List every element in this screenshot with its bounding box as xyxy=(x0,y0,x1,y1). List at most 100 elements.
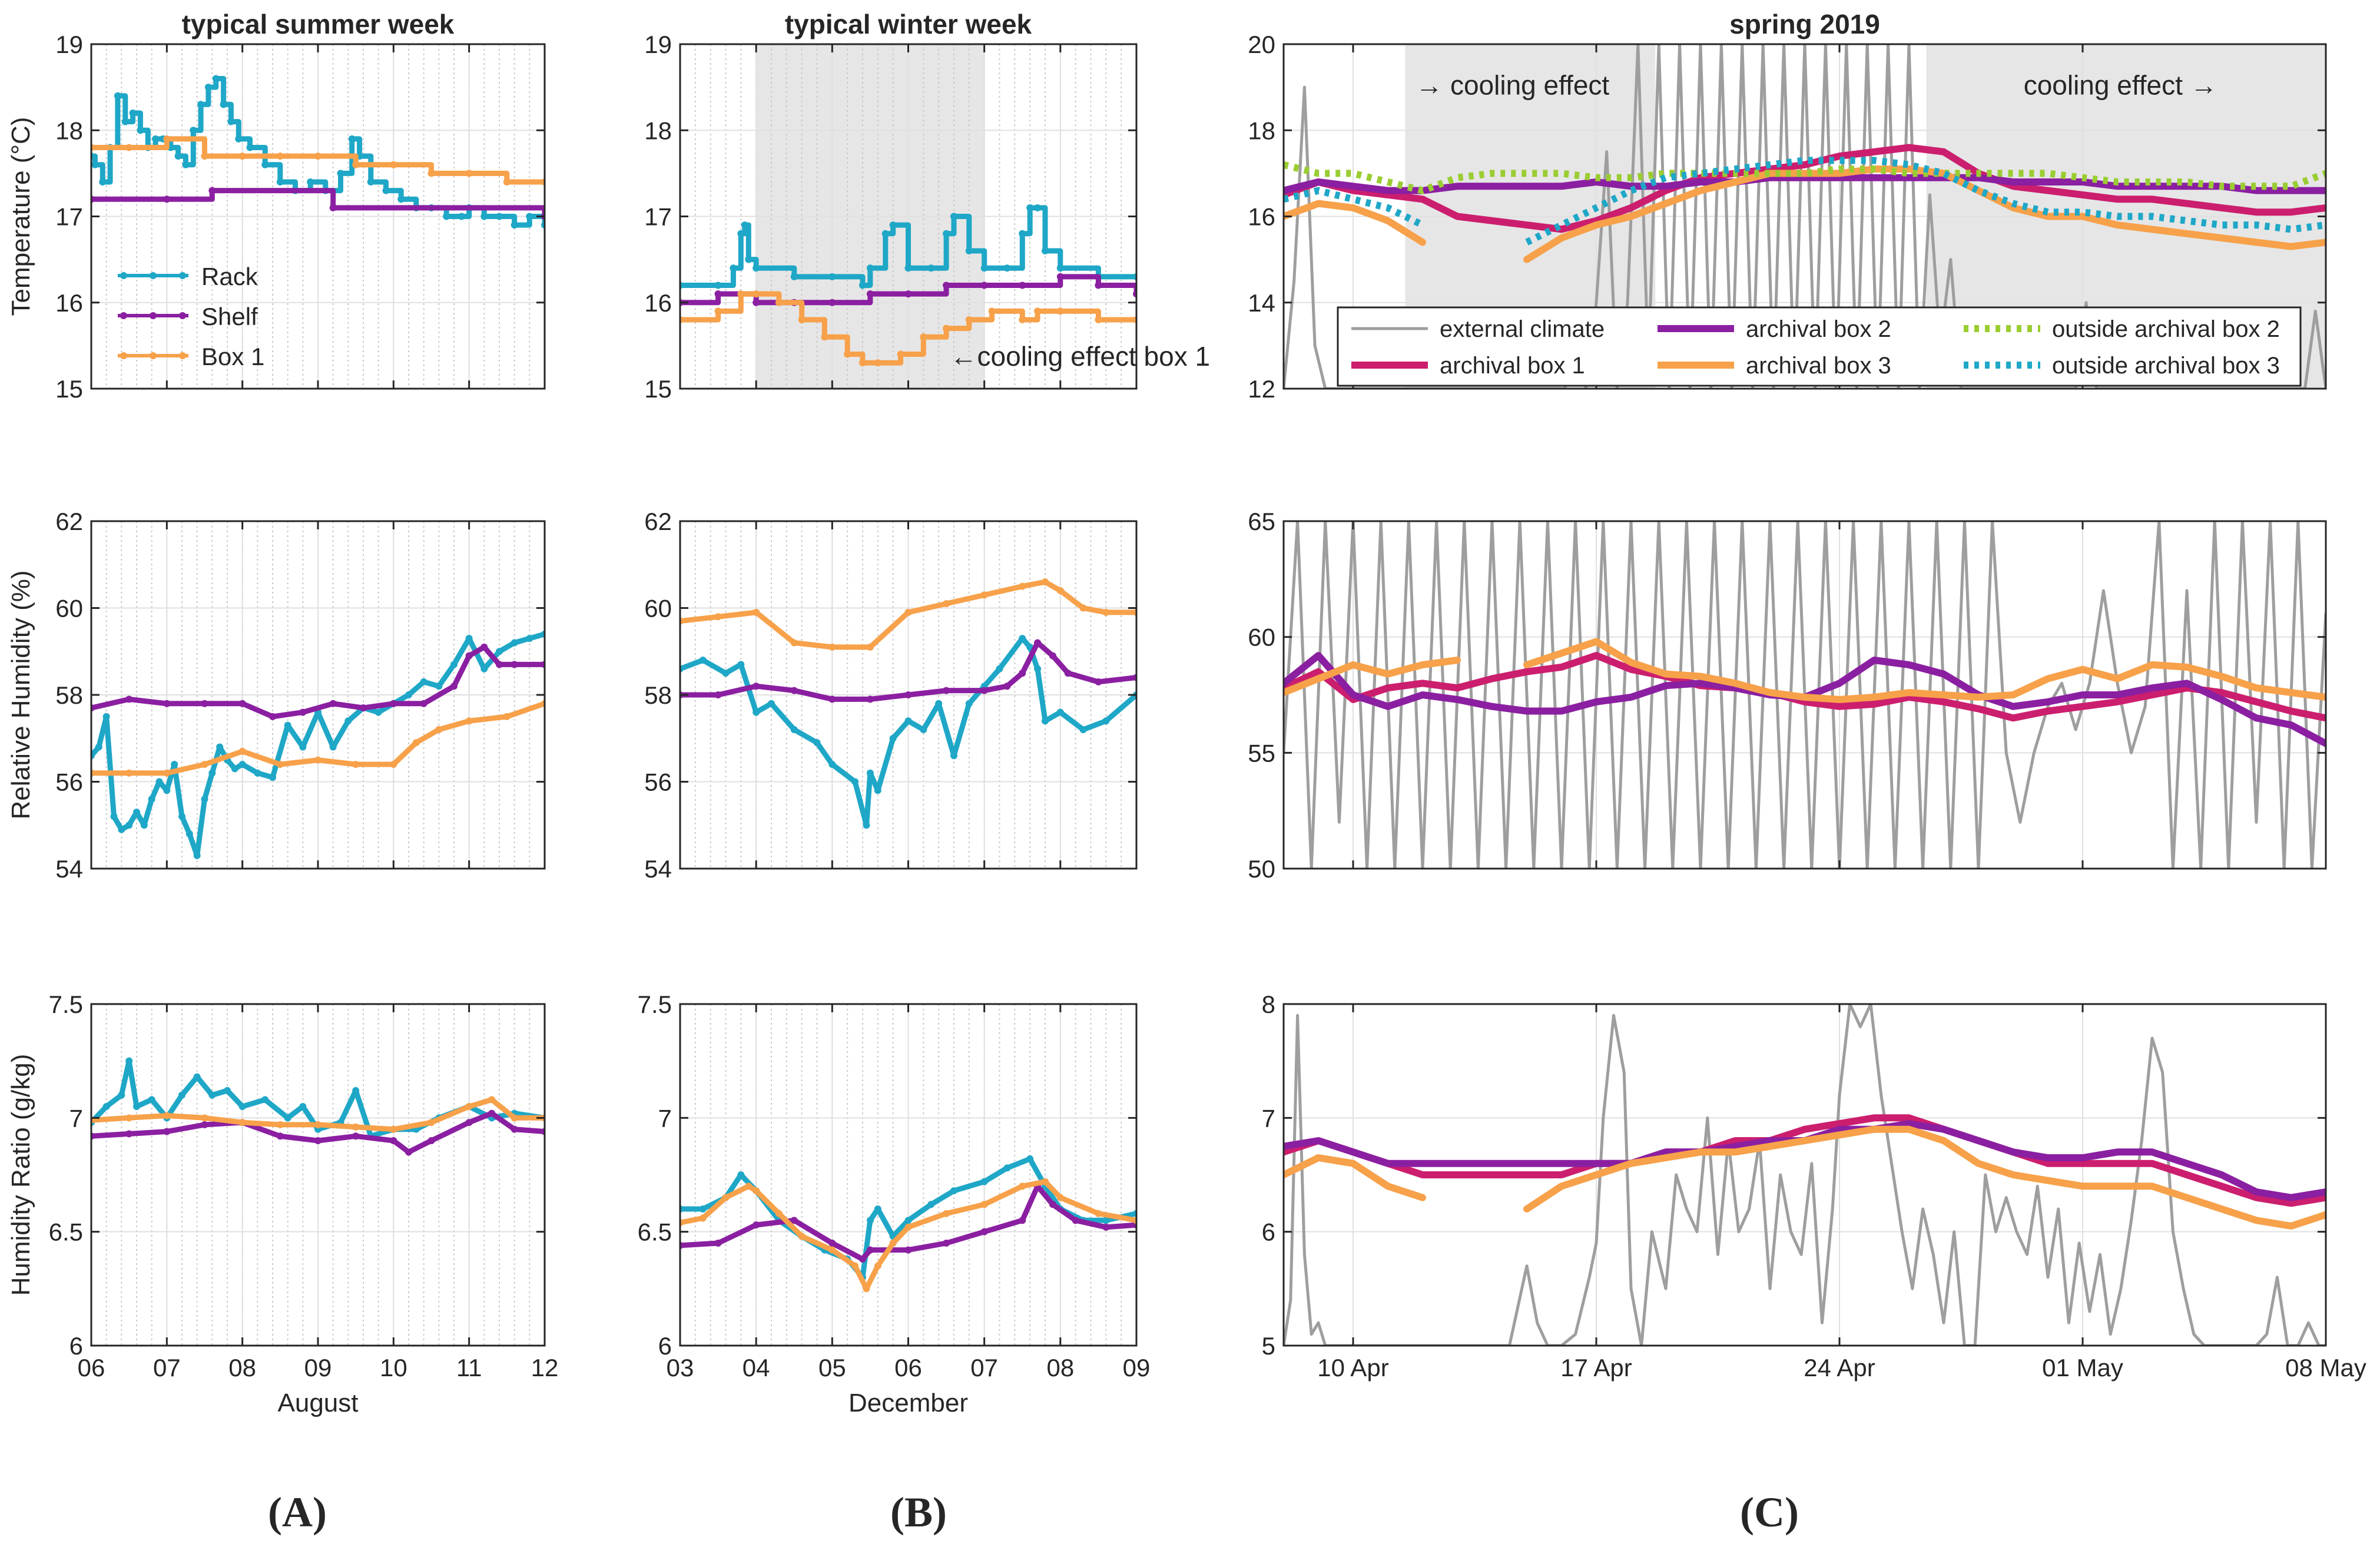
y-tick-label: 65 xyxy=(1248,508,1275,535)
data-point xyxy=(488,1096,496,1104)
data-point xyxy=(775,299,783,306)
data-point xyxy=(496,648,503,655)
data-point xyxy=(904,264,912,272)
data-point xyxy=(95,743,102,751)
data-point xyxy=(204,84,212,91)
data-point xyxy=(950,1187,957,1195)
data-point xyxy=(427,1137,435,1144)
data-point xyxy=(405,1148,412,1156)
data-point xyxy=(390,1137,397,1144)
axes-c-t: 12 14 16 18 20 spring 2019 → cooling effect coo… xyxy=(1248,9,2327,403)
y-tick-label: 54 xyxy=(644,855,672,883)
data-point xyxy=(965,700,973,707)
data-point xyxy=(307,178,314,185)
data-point xyxy=(1034,639,1042,647)
data-point xyxy=(163,787,171,794)
data-point xyxy=(193,1073,201,1081)
y-tick-label: 56 xyxy=(55,768,83,796)
data-point xyxy=(201,796,208,803)
data-point xyxy=(238,153,246,160)
data-point xyxy=(730,264,737,272)
data-point xyxy=(874,1262,881,1270)
y-axis-label: Humidity Ratio (g/kg) xyxy=(6,1054,35,1296)
data-point xyxy=(511,221,518,229)
data-point xyxy=(904,717,912,725)
data-point xyxy=(458,213,465,220)
data-point xyxy=(238,747,246,755)
y-tick-label: 7 xyxy=(658,1104,672,1132)
data-point xyxy=(152,135,160,143)
data-point xyxy=(125,1057,133,1065)
data-point xyxy=(1003,683,1011,690)
data-point xyxy=(1079,604,1087,612)
x-tick-label: 07 xyxy=(970,1354,998,1382)
data-point xyxy=(996,665,1003,673)
data-point xyxy=(980,281,988,289)
annotation: cooling effect → xyxy=(2024,69,2217,100)
data-point xyxy=(828,761,836,768)
data-point xyxy=(269,713,276,720)
data-point xyxy=(1019,635,1026,642)
data-point xyxy=(897,350,904,358)
data-point xyxy=(828,299,836,306)
data-point xyxy=(390,1125,397,1133)
data-point xyxy=(851,1262,859,1270)
data-point xyxy=(314,756,321,764)
data-point xyxy=(348,135,356,143)
series-line-box-1 xyxy=(680,291,1136,366)
data-point xyxy=(904,608,912,616)
data-point xyxy=(1042,247,1049,254)
data-point xyxy=(1064,670,1072,677)
data-point xyxy=(352,1132,360,1140)
legend-label: outside archival box 3 xyxy=(2052,353,2280,379)
data-point xyxy=(980,264,988,272)
data-point xyxy=(866,769,874,777)
data-point xyxy=(753,264,760,272)
data-point xyxy=(201,700,208,707)
data-point xyxy=(329,700,337,707)
data-point xyxy=(980,687,988,694)
data-point xyxy=(1034,204,1042,211)
series-line-shelf xyxy=(680,1183,1136,1262)
legend: Rack Shelf Box 1 xyxy=(118,263,264,370)
data-point xyxy=(201,761,208,768)
legend-label: Box 1 xyxy=(201,343,264,370)
data-point xyxy=(360,704,367,712)
data-point xyxy=(844,350,851,358)
data-point xyxy=(480,213,488,220)
data-point xyxy=(1056,708,1064,716)
data-point xyxy=(753,290,760,298)
data-point xyxy=(874,787,881,794)
chart-title: spring 2019 xyxy=(1729,9,1880,39)
data-point xyxy=(866,1246,874,1254)
data-point xyxy=(1049,1201,1056,1208)
data-point xyxy=(488,1109,496,1117)
data-point xyxy=(1042,717,1049,725)
axes-b-rh: 54 56 58 60 62 xyxy=(644,508,1138,883)
data-point xyxy=(238,700,246,707)
data-point xyxy=(863,821,870,829)
data-point xyxy=(178,1091,185,1099)
data-point xyxy=(1019,281,1026,289)
x-axis-label: December xyxy=(848,1389,968,1417)
data-point xyxy=(1019,1182,1026,1190)
axes-a-hr: 6 6.5 7 7.5 06 07 08 09 10 11 12 August Humidity Rat… xyxy=(6,991,558,1417)
axes-frame xyxy=(1282,1003,2327,1347)
data-point xyxy=(390,700,397,707)
data-point xyxy=(235,135,243,143)
y-tick-label: 6 xyxy=(658,1332,672,1360)
data-point xyxy=(382,187,390,194)
data-point xyxy=(352,761,360,768)
data-point xyxy=(314,153,321,160)
data-point xyxy=(737,290,745,298)
data-point xyxy=(148,796,155,803)
data-point xyxy=(866,264,874,272)
data-point xyxy=(163,1112,171,1119)
legend-marker xyxy=(179,352,186,359)
data-point xyxy=(137,127,144,134)
axes-layer: 15 16 17 18 19 typical summer week Temperature… xyxy=(6,9,2366,1417)
data-point xyxy=(174,153,182,160)
data-point xyxy=(737,661,745,668)
data-point xyxy=(943,600,950,608)
legend-label: archival box 3 xyxy=(1746,353,1891,379)
